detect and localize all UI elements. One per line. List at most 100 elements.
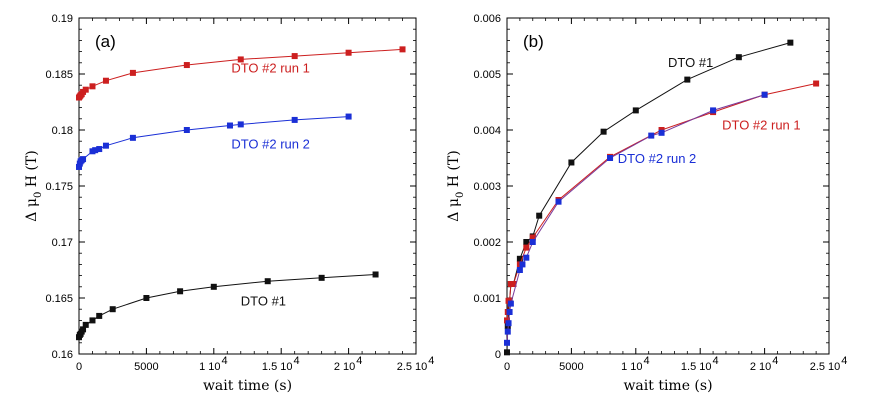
data-point [183,127,190,133]
x-tick-label: 2.5 10 [397,361,428,373]
data-point [761,91,768,98]
x-tick-exponent: 4 [841,355,847,367]
data-point [92,147,99,154]
data-point [787,39,794,46]
series-label: DTO #2 run 1 [722,118,801,133]
data-point [519,261,526,268]
x-tick-exponent: 4 [712,355,718,367]
data-point [82,86,89,93]
data-point [237,56,244,63]
series-dto-2-run-2: DTO #2 run 2 [76,113,352,170]
y-tick-label: 0.003 [473,181,501,193]
data-point [648,132,655,139]
y-tick-label: 0.006 [473,13,501,25]
data-point [529,239,536,245]
data-point [710,107,717,114]
x-axis-label: wait time (s) [623,378,712,394]
series-label: DTO #2 run 1 [231,60,310,75]
data-point [80,156,87,163]
x-tick-label: 1.5 10 [262,361,293,373]
data-point [529,234,536,241]
data-point [600,128,607,135]
data-point [813,80,820,87]
data-point [506,309,513,315]
x-tick-label: 2 10 [750,361,771,373]
data-point [504,349,510,356]
x-tick-label: 2 10 [334,361,355,373]
series-label: DTO #1 [241,293,286,308]
data-point [129,69,136,76]
x-axis-label: wait time (s) [203,378,292,394]
y-tick-label: 0.001 [473,293,501,305]
y-tick-label: 0.165 [45,293,73,305]
data-point [89,317,96,324]
data-point [96,146,103,153]
panel-label: (a) [95,32,116,51]
data-point [102,77,109,84]
data-point [89,83,96,90]
series-label: DTO #2 run 2 [231,137,310,152]
data-point [399,46,406,53]
y-tick-label: 0.18 [52,125,73,137]
data-point [555,198,562,205]
series-dto-2-run-1: DTO #2 run 1 [76,46,406,101]
data-point [291,116,298,123]
data-point [568,159,575,166]
data-point [523,244,530,251]
series-line [506,42,791,353]
data-point [226,122,233,129]
data-point [109,306,116,313]
y-tick-label: 0.005 [473,69,501,81]
x-tick-exponent: 4 [356,355,362,367]
y-tick-label: 0.16 [52,349,73,361]
x-tick-exponent: 4 [644,355,650,367]
x-tick-label: 1 10 [621,361,642,373]
data-point [372,271,379,278]
data-point [318,274,325,281]
x-tick-label: 5000 [134,361,158,373]
data-point [76,163,82,170]
data-point [237,121,244,128]
panel-label: (b) [523,32,544,51]
data-point [80,326,87,333]
data-point [504,328,511,335]
series-label: DTO #1 [668,55,713,70]
data-point [516,255,523,262]
data-point [345,49,352,56]
data-point [345,113,352,120]
y-tick-label: 0.004 [473,125,501,137]
data-point [632,107,639,114]
x-tick-exponent: 4 [293,355,299,367]
data-point [177,288,184,295]
x-tick-exponent: 4 [772,355,778,367]
data-point [523,239,530,245]
series-line [78,274,376,338]
data-point [510,281,517,287]
data-point [210,283,217,290]
series-label: DTO #2 run 2 [618,151,697,166]
data-point [82,321,89,328]
data-point [684,76,691,83]
data-point [516,267,523,273]
y-tick-label: 0.185 [45,69,73,81]
y-tick-label: 0.175 [45,181,73,193]
data-point [536,212,543,219]
data-point [102,142,109,149]
data-point [607,155,614,161]
data-point [658,129,665,136]
y-tick-label: 0.002 [473,237,501,249]
x-tick-label: 0 [76,361,82,373]
data-point [264,278,271,285]
data-point [505,320,512,327]
data-point [504,339,510,346]
x-tick-exponent: 4 [222,355,228,367]
x-tick-label: 2.5 10 [810,361,841,373]
series-dto-1: DTO #1 [76,271,379,341]
series-dto-2-run-2: DTO #2 run 2 [504,91,768,346]
series-dto-1: DTO #1 [504,39,794,356]
data-point [735,54,742,61]
data-point [507,300,514,307]
data-point [523,254,530,261]
y-tick-label: 0.17 [52,237,73,249]
